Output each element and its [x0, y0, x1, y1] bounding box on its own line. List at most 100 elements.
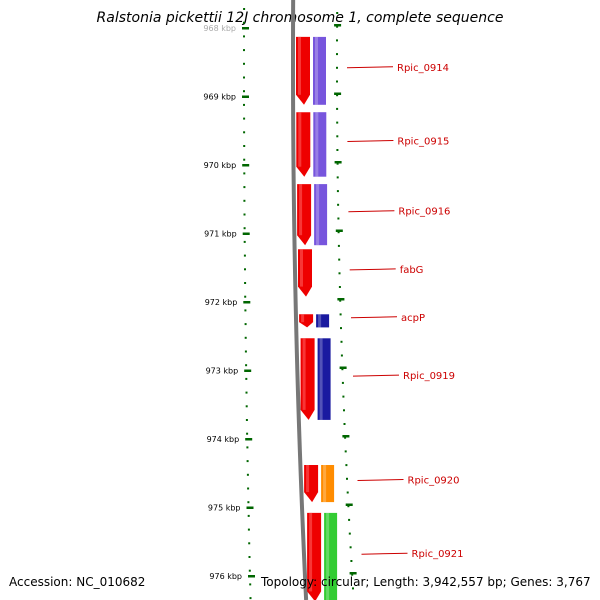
scale-dot	[243, 227, 246, 230]
scale-dot	[336, 190, 339, 193]
accession-text: Accession: NC_010682	[9, 575, 146, 589]
kbp-tick-mark	[244, 369, 252, 372]
scale-dot	[337, 231, 340, 234]
kbp-tick-label: 970 kbp	[204, 161, 237, 170]
kbp-tick-mark	[334, 92, 342, 95]
kbp-tick-mark	[337, 298, 345, 301]
genome-stats-text: Topology: circular; Length: 3,942,557 bp…	[261, 575, 591, 589]
gene-label[interactable]: fabG	[400, 265, 424, 276]
label-leader-line	[350, 316, 398, 319]
gene-label[interactable]: Rpic_0921	[412, 549, 464, 560]
scale-dot	[245, 377, 248, 380]
scale-dot	[243, 240, 246, 243]
scale-dot	[336, 162, 339, 165]
gene-label[interactable]: acpP	[401, 313, 425, 324]
gene-label[interactable]: Rpic_0915	[397, 137, 449, 148]
kbp-tick-mark	[335, 229, 343, 232]
scale-dot	[348, 532, 351, 535]
scale-dot	[341, 381, 344, 384]
scale-dot	[248, 569, 251, 572]
scale-dot	[243, 62, 245, 65]
scale-dot	[243, 186, 246, 189]
label-leader-line	[357, 479, 404, 481]
scale-dot	[244, 295, 247, 298]
scale-dot	[245, 419, 248, 421]
cds-highlight	[315, 36, 318, 105]
kbp-tick-mark	[334, 161, 342, 164]
cds-bar[interactable]	[313, 36, 326, 105]
scale-dot	[351, 573, 354, 576]
scale-dot	[344, 450, 347, 453]
gene-highlight	[298, 36, 301, 95]
label-leader-line	[348, 210, 395, 213]
scale-dot	[336, 121, 339, 124]
gene-label[interactable]: Rpic_0919	[403, 371, 455, 382]
scale-dot	[340, 327, 342, 330]
scale-dot	[343, 423, 346, 425]
scale-dot	[243, 172, 246, 175]
scale-dot	[336, 25, 339, 28]
gene-highlight	[300, 249, 303, 287]
scale-dot	[338, 258, 341, 261]
gene-label[interactable]: Rpic_0914	[397, 63, 449, 74]
gene-highlight	[301, 314, 305, 323]
cds-bar[interactable]	[316, 314, 330, 328]
scale-dot	[246, 473, 249, 476]
scale-dot	[243, 8, 246, 10]
kbp-tick-mark	[342, 435, 350, 438]
gene-highlight	[309, 512, 313, 592]
gene-label[interactable]: Rpic_0916	[398, 207, 450, 218]
label-leader-line	[346, 66, 394, 69]
scale-dot	[243, 254, 246, 257]
cds-highlight	[316, 184, 320, 246]
scale-dot	[243, 158, 246, 161]
scale-dot	[350, 560, 353, 562]
gene-label[interactable]: Rpic_0920	[408, 476, 460, 487]
kbp-tick-mark	[243, 301, 251, 304]
cds-highlight	[319, 338, 323, 420]
cds-bar[interactable]	[321, 465, 335, 503]
scale-dot	[343, 409, 345, 412]
scale-dot	[339, 299, 342, 302]
label-leader-line	[347, 140, 394, 142]
scale-dot	[245, 405, 248, 408]
scale-dot	[337, 203, 340, 206]
scale-dot	[349, 546, 352, 549]
scale-dot	[244, 336, 247, 339]
kbp-tick-mark	[242, 27, 249, 30]
inner-tick-dots	[243, 8, 252, 600]
scale-dot	[243, 103, 245, 106]
scale-dot	[336, 135, 339, 138]
scale-dot	[243, 117, 246, 120]
label-leader-line	[349, 268, 396, 271]
cds-bar[interactable]	[324, 512, 338, 600]
scale-dot	[344, 436, 347, 439]
kbp-tick-mark	[242, 95, 249, 98]
label-leader-line	[352, 374, 400, 377]
scale-dot	[340, 340, 343, 343]
kbp-tick-label: 974 kbp	[207, 435, 240, 444]
scale-dot	[246, 432, 249, 435]
gene-highlight	[298, 112, 302, 167]
scale-dot	[243, 76, 245, 79]
scale-dot	[345, 464, 348, 467]
scale-dot	[337, 244, 340, 247]
scale-dot	[340, 354, 343, 357]
outer-tick-dots	[336, 12, 354, 590]
gene-highlight	[306, 465, 310, 493]
kbp-tick-label: 975 kbp	[208, 504, 241, 513]
gene-features	[296, 36, 338, 600]
scale-dot	[338, 272, 341, 275]
cds-bar[interactable]	[314, 184, 328, 246]
scale-dot	[336, 39, 338, 42]
scale-dot	[247, 501, 250, 504]
kbp-tick-label: 968 kbp	[203, 24, 236, 33]
scale-dot	[352, 587, 354, 590]
scale-dot	[338, 286, 341, 288]
cds-bar[interactable]	[313, 112, 327, 177]
scale-dot	[243, 49, 245, 52]
cds-highlight	[315, 112, 319, 177]
cds-bar[interactable]	[317, 338, 331, 420]
kbp-tick-label: 969 kbp	[203, 93, 236, 102]
scale-dot	[346, 477, 348, 480]
